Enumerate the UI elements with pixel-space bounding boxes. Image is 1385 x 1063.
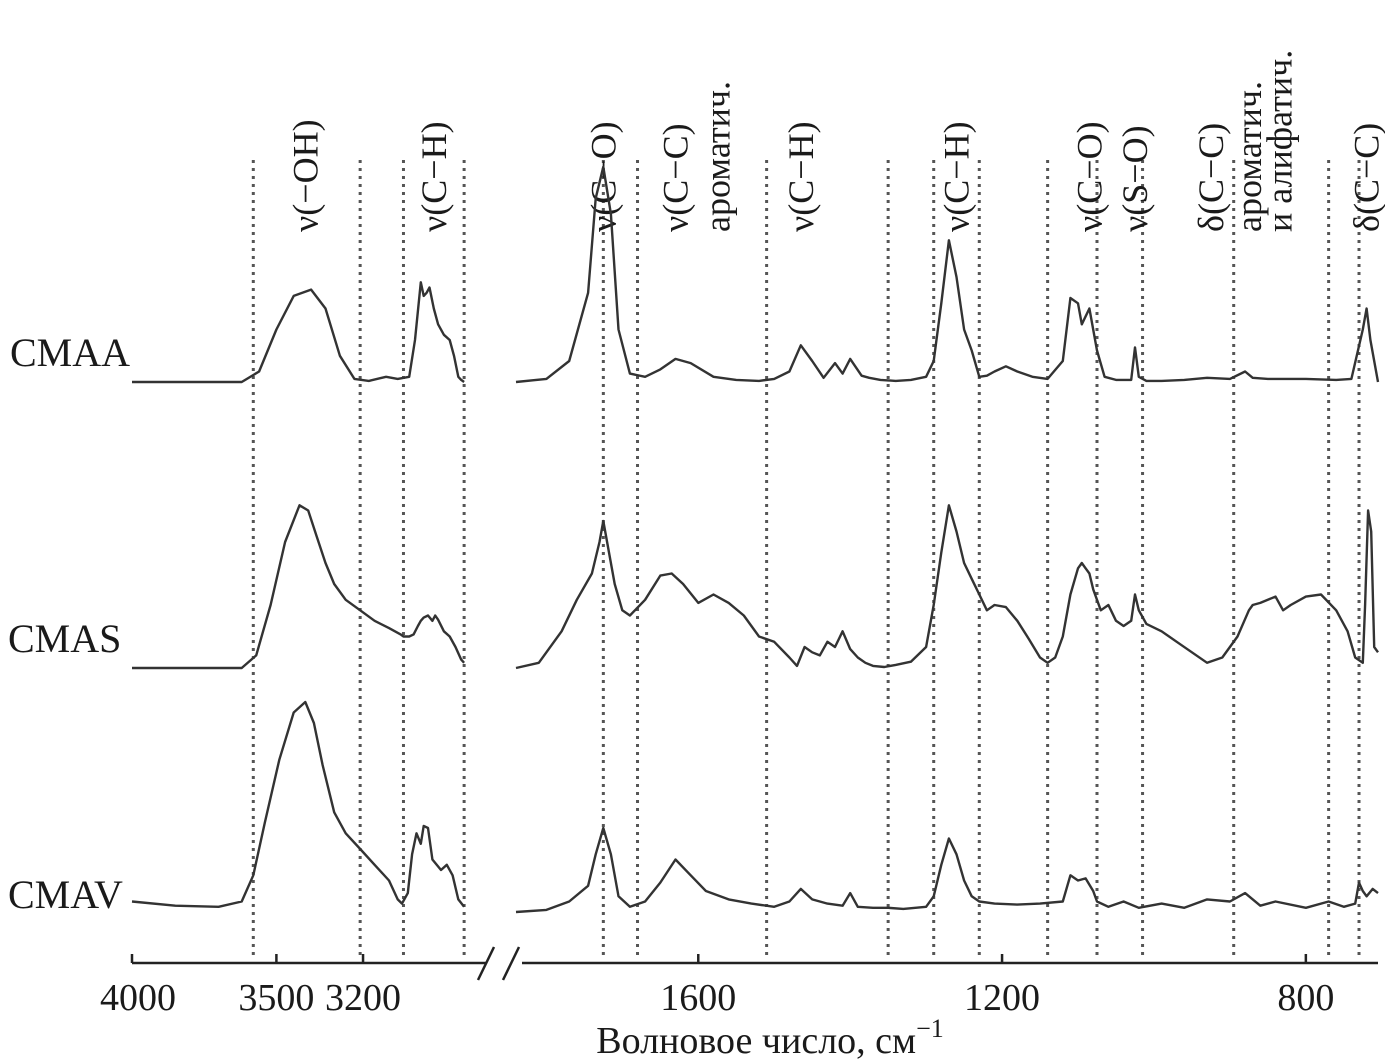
band-label: ν(S−O) — [1115, 125, 1155, 232]
spectrum-line — [132, 504, 465, 670]
band-label: ароматич. — [1229, 81, 1269, 232]
spectrum-line — [515, 165, 1380, 384]
band-label: ν(C−O) — [583, 121, 623, 232]
spectra — [131, 165, 1380, 914]
x-axis-title-unit-exponent: −1 — [916, 1014, 944, 1043]
band-label: ν(C−C) — [656, 123, 696, 232]
band-guide-lines — [251, 160, 1361, 958]
band-label: ароматич. — [697, 81, 737, 232]
band-label: δ(C−C) — [1191, 123, 1231, 232]
x-tick-label: 1600 — [660, 977, 736, 1019]
band-labels: ν(−OH) ν(C−H) ν(C−O) ν(C−C) ароматич. ν(C−H) ν… — [285, 50, 1385, 232]
series-label: CMAA — [10, 330, 130, 375]
x-tick-label: 3200 — [325, 977, 401, 1019]
x-tick-label: 1200 — [964, 977, 1040, 1019]
spectrum-line — [515, 826, 1379, 914]
x-tick-label: 800 — [1277, 977, 1334, 1019]
axis-break-mark — [476, 946, 496, 981]
band-label: ν(C−H) — [414, 121, 454, 232]
spectrum-line — [132, 281, 465, 384]
x-axis: 4000 3500 3200 1600 1200 800 — [100, 946, 1378, 1019]
x-axis-title: Волновое число, см−1 — [596, 1014, 944, 1062]
band-label: ν(C−O) — [1069, 121, 1109, 232]
band-label: ν(C−H) — [937, 121, 977, 232]
series-label: CMAV — [8, 872, 123, 917]
axis-break-mark — [501, 946, 521, 981]
band-label: ν(−OH) — [285, 119, 325, 232]
spectrum-line — [131, 700, 466, 908]
series-labels: CMAA CMAS CMAV — [8, 330, 130, 917]
x-axis-title-text: Волновое число, см — [596, 1020, 916, 1062]
x-tick-label: 4000 — [100, 977, 176, 1019]
band-label: и алифатич. — [1259, 50, 1299, 232]
x-tick-label: 3500 — [238, 977, 314, 1019]
band-label: ν(C−H) — [781, 121, 821, 232]
spectrum-line — [515, 504, 1379, 670]
series-label: CMAS — [8, 616, 121, 661]
band-label: δ(C−C) — [1347, 123, 1385, 232]
